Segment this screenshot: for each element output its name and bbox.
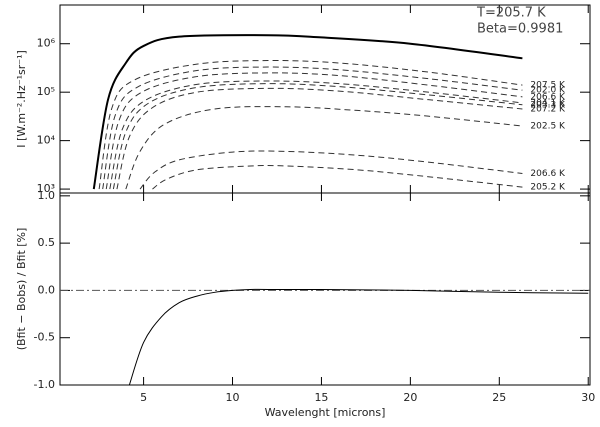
series-line [125, 106, 523, 190]
series-line [128, 288, 589, 385]
y-axis-label: I [W.m⁻².Hz⁻¹sr⁻¹] [15, 50, 28, 148]
y-tick-label: 0.0 [38, 283, 56, 296]
series-line [152, 164, 523, 190]
x-tick-label: 15 [314, 391, 328, 404]
series-label: 204.1 K [530, 98, 566, 108]
x-axis-label: Wavelenght [microns] [265, 406, 386, 419]
y-tick-label: -0.5 [34, 331, 55, 344]
annotation: Beta=0.9981 [477, 22, 563, 37]
series-line [102, 66, 523, 190]
x-tick-label: 25 [492, 391, 506, 404]
y-tick-label: 10⁶ [37, 37, 56, 50]
x-tick-label: 20 [403, 391, 417, 404]
plot-frame [59, 192, 591, 386]
plot-area [92, 34, 523, 190]
series-label: 206.6 K [530, 169, 566, 179]
series-line [105, 72, 523, 190]
series-label: 207.5 K [530, 81, 566, 91]
x-tick-label: 10 [226, 391, 240, 404]
series-label: 203.3 K [530, 100, 566, 110]
x-tick-label: 5 [140, 391, 147, 404]
series-label: 205.2 K [530, 183, 566, 193]
y-tick-label: 10⁵ [37, 85, 55, 98]
series-line [112, 83, 523, 190]
y-tick-label: 1.0 [38, 189, 56, 202]
series-label: 206.6 K [530, 92, 566, 102]
series-label: 202.5 K [530, 122, 566, 132]
annotation: T=205.7 K [476, 6, 546, 21]
y-tick-label: 10³ [37, 182, 55, 195]
series-line [139, 150, 523, 190]
series-label: 207.2 K [530, 104, 566, 114]
x-tick-label: 30 [581, 391, 595, 404]
y-tick-label: 10⁴ [37, 134, 56, 147]
plot-area [60, 288, 590, 385]
y-tick-label: -1.0 [34, 378, 55, 391]
y-axis-label: (Bfit − Bobs) / Bfit [%] [15, 228, 28, 351]
series-label: 202.0 K [530, 86, 566, 96]
series-line [109, 80, 523, 190]
y-tick-label: 0.5 [38, 236, 56, 249]
series-line [98, 60, 523, 190]
series-line [116, 87, 523, 190]
series-line [92, 34, 523, 190]
